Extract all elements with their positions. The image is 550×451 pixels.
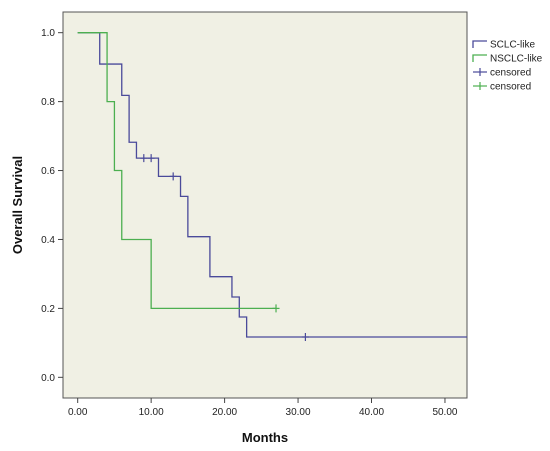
censor-mark-sclc-like-2: [169, 172, 177, 181]
series-line-sclc-like: [77, 32, 467, 338]
censor-mark-sclc-like-1: [147, 154, 155, 163]
legend-label-3: censored: [490, 82, 531, 93]
legend: SCLC-like NSCLC-like censored censored: [472, 40, 543, 93]
x-tick-label-4: 40.00: [359, 407, 384, 418]
legend-swatch-1: [472, 54, 487, 62]
legend-item-3: censored: [473, 82, 531, 93]
y-tick-label-1: 0.2: [41, 304, 55, 315]
y-axis: 0.0 0.2 0.4 0.6 0.8 1.0: [41, 28, 63, 384]
x-axis: 0.00 10.00 20.00 30.00 40.00 50.00: [68, 398, 458, 418]
x-tick-label-2: 20.00: [212, 407, 237, 418]
x-tick-label-0: 0.00: [68, 407, 88, 418]
censor-mark-sclc-like-0: [140, 154, 148, 163]
censor-mark-sclc-like-3: [301, 332, 309, 341]
legend-label-2: censored: [490, 68, 531, 79]
x-tick-label-5: 50.00: [432, 407, 457, 418]
y-tick-label-0: 0.0: [41, 373, 55, 384]
x-tick-label-1: 10.00: [139, 407, 164, 418]
y-tick-label-4: 0.8: [41, 97, 55, 108]
x-tick-label-3: 30.00: [286, 407, 311, 418]
plot-area: [62, 11, 468, 399]
legend-item-0: SCLC-like: [472, 40, 535, 51]
legend-label-0: SCLC-like: [490, 40, 535, 51]
legend-swatch-0: [472, 40, 487, 48]
legend-item-1: NSCLC-like: [472, 54, 543, 65]
legend-label-1: NSCLC-like: [490, 54, 543, 65]
censor-mark-nsclc-like-0: [272, 304, 280, 313]
series-layer: [77, 32, 467, 341]
y-axis-title: Overall Survival: [10, 156, 25, 254]
legend-item-2: censored: [473, 68, 531, 79]
y-tick-label-5: 1.0: [41, 28, 55, 39]
series-line-nsclc-like: [77, 32, 277, 310]
y-tick-label-2: 0.4: [41, 235, 55, 246]
y-tick-label-3: 0.6: [41, 166, 55, 177]
x-axis-title: Months: [242, 430, 288, 445]
